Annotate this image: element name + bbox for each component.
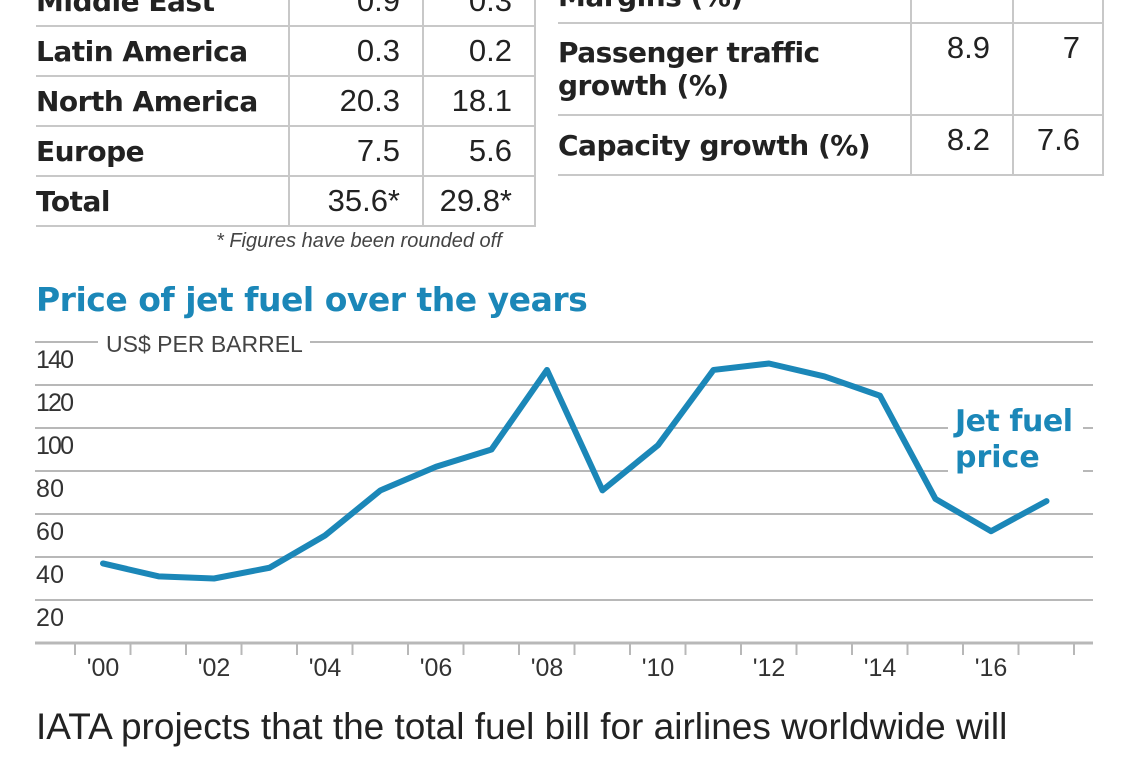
value-1: 7.5: [288, 126, 423, 177]
row-label: Passenger traffic growth (%): [558, 23, 911, 116]
metrics-table: Margins (%)Passenger traffic growth (%)8…: [558, 0, 1104, 176]
value-2: 7: [1012, 23, 1104, 116]
value-1: 8.2: [910, 115, 1013, 176]
table-row: Middle East 0.9 0.3: [36, 0, 536, 27]
value-2: 0.3: [422, 0, 536, 27]
value-2: 5.6: [422, 126, 536, 177]
jet-fuel-line-chart: 20 40 60 80 100 120 140 US$ PER BARREL '00 '02 '04…: [35, 328, 1093, 682]
regions-table: Middle East 0.9 0.3 Latin America 0.3 0.2 Nort…: [36, 0, 536, 227]
ylabel-background: [98, 328, 310, 356]
row-label: Middle East: [36, 0, 289, 27]
value-1: 20.3: [288, 76, 423, 127]
y-axis-label: US$ PER BARREL: [106, 331, 303, 357]
x-tick-label: '12: [753, 654, 786, 682]
x-tick-label: '16: [975, 654, 1008, 682]
table-row: Capacity growth (%) 8.2 7.6: [558, 115, 1104, 176]
table-row: Passenger traffic growth (%) 8.9 7: [558, 23, 1104, 116]
value-2: 18.1: [422, 76, 536, 127]
body-text: IATA projects that the total fuel bill f…: [36, 706, 1008, 747]
row-label: North America: [36, 76, 289, 127]
table-row: Margins (%): [558, 0, 1104, 24]
table-row: North America 20.3 18.1: [36, 76, 536, 127]
value-2: [1012, 0, 1104, 24]
table-row: Latin America 0.3 0.2: [36, 26, 536, 77]
row-label: Capacity growth (%): [558, 115, 911, 176]
y-tick-label: 100: [36, 432, 74, 460]
row-label: Margins (%): [558, 0, 911, 24]
row-label: Europe: [36, 126, 289, 177]
row-label: Latin America: [36, 26, 289, 77]
series-line-jet-fuel-price: [100, 360, 1050, 582]
value-1: 0.3: [288, 26, 423, 77]
x-tick-label: '02: [198, 654, 231, 682]
y-tick-label: 40: [36, 561, 64, 589]
footnote: * Figures have been rounded off: [216, 230, 502, 252]
series-label-line-2: price: [955, 440, 1040, 475]
row-label: Total: [36, 176, 289, 227]
value-2: 7.6: [1012, 115, 1104, 176]
chart-title: Price of jet fuel over the years: [36, 280, 588, 319]
x-tick-label: '10: [642, 654, 675, 682]
series-label-line-1: Jet fuel: [953, 404, 1073, 439]
y-tick-label: 120: [36, 389, 74, 417]
value-1: 35.6*: [288, 176, 423, 227]
y-tick-label: 140: [36, 346, 74, 374]
value-2: 0.2: [422, 26, 536, 77]
y-tick-label: 60: [36, 518, 64, 546]
x-tick-label: '04: [309, 654, 342, 682]
value-1: 0.9: [288, 0, 423, 27]
value-2: 29.8*: [422, 176, 536, 227]
x-tick-label: '06: [420, 654, 453, 682]
y-tick-label: 20: [36, 604, 64, 632]
table-row: Europe 7.5 5.6: [36, 126, 536, 177]
value-1: [910, 0, 1013, 24]
y-tick-label: 80: [36, 475, 64, 503]
x-tick-label: '00: [87, 654, 120, 682]
value-1: 8.9: [910, 23, 1013, 116]
x-tick-label: '08: [531, 654, 564, 682]
table-row: Total 35.6* 29.8*: [36, 176, 536, 227]
series-label-background: [948, 400, 1083, 480]
x-tick-label: '14: [864, 654, 897, 682]
